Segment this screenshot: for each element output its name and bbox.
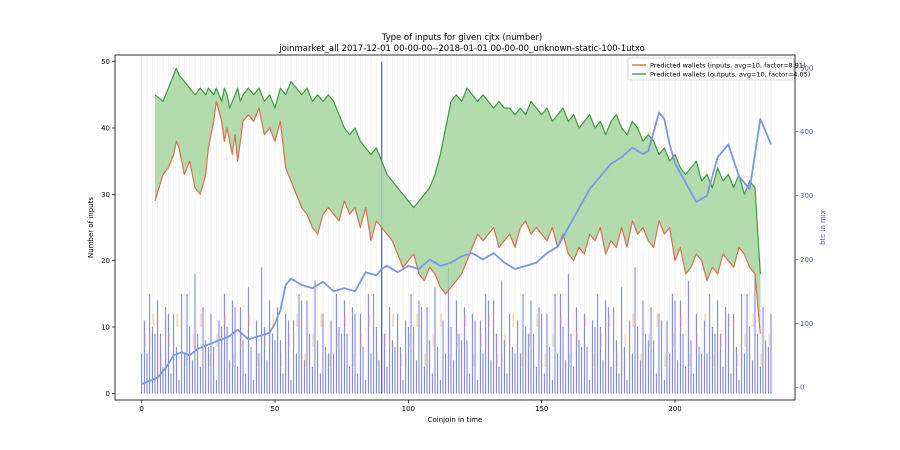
x-axis-label: Coinjoin in time <box>428 416 483 424</box>
y2-axis-label: btc in mix <box>819 210 827 245</box>
series-line-inputs <box>154 100 761 334</box>
y-tick-label: 40 <box>101 124 110 132</box>
y2-tick-label: 100 <box>800 320 813 328</box>
plot-frame <box>114 54 796 401</box>
chart-title: Type of inputs for given cjtx (number) <box>381 33 543 43</box>
y-tick-label: 0 <box>106 390 110 398</box>
series-line-outputs <box>154 67 761 274</box>
legend: Predicted wallets (inputs, avg=10, facto… <box>627 57 810 81</box>
y-axis-label: Number of inputs <box>87 197 95 258</box>
series-line-btc-in-mix <box>141 111 772 385</box>
x-tick-label: 100 <box>402 405 415 413</box>
legend-label-inputs: Predicted wallets (inputs, avg=10, facto… <box>650 62 806 70</box>
axes-layer <box>114 54 796 401</box>
y2-tick-label: 400 <box>800 128 813 136</box>
x-tick-label: 0 <box>139 405 143 413</box>
y2-tick-label: 0 <box>800 384 804 392</box>
y-tick-label: 10 <box>101 324 110 332</box>
y-tick-label: 50 <box>101 58 110 66</box>
chart-subtitle: joinmarket_all 2017-12-01 00-00-00--2018… <box>278 44 645 54</box>
y-tick-label: 30 <box>101 191 110 199</box>
y2-tick-label: 200 <box>800 256 813 264</box>
x-tick-label: 150 <box>535 405 548 413</box>
fill-between-layer <box>155 68 761 334</box>
y2-tick-label: 300 <box>800 192 813 200</box>
legend-box <box>627 57 795 81</box>
legend-label-outputs: Predicted wallets (outputs, avg=10, fact… <box>650 71 810 79</box>
bars-layer <box>141 61 772 394</box>
fill-between-area <box>155 68 761 334</box>
lines-layer <box>141 67 772 385</box>
y2-tick-label: 500 <box>800 64 813 72</box>
x-tick-label: 200 <box>668 405 681 413</box>
y-tick-label: 20 <box>101 257 110 265</box>
x-tick-label: 50 <box>271 405 280 413</box>
